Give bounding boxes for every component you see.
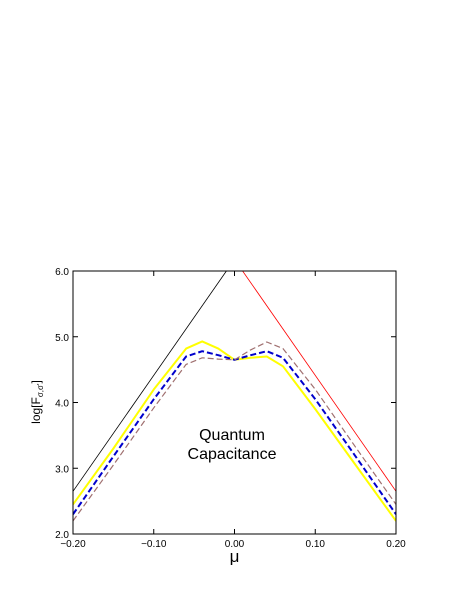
- y-tick-label-4: 6.0: [55, 267, 69, 278]
- labels-layer: μ log[Fσ,σ'] Quantum Capacitance: [29, 380, 277, 566]
- y-axis-label-close: ]: [29, 380, 43, 383]
- x-tick-label-2: 0.00: [225, 539, 245, 550]
- y-axis-label: log[Fσ,σ']: [29, 380, 45, 424]
- y-axis-label-main: log[F: [29, 397, 43, 424]
- series-line-3: [73, 350, 396, 515]
- x-tick-label-4: 0.20: [386, 539, 406, 550]
- series-line-0: [73, 271, 227, 492]
- y-axis-label-sub: σ,σ': [36, 383, 45, 397]
- ticks-layer: −0.20 −0.10 0.00 0.10 0.20 2.0 3.0 4.0 5.0 6.0: [55, 267, 406, 550]
- x-tick-label-1: −0.10: [141, 539, 167, 550]
- x-axis-label: μ: [230, 547, 240, 566]
- y-tick-label-1: 3.0: [55, 464, 69, 475]
- series-line-1: [242, 271, 396, 492]
- x-tick-label-0: −0.20: [60, 539, 86, 550]
- plot-frame: [72, 270, 397, 535]
- y-tick-label-0: 2.0: [55, 530, 69, 541]
- y-tick-label-3: 5.0: [55, 333, 69, 344]
- annotation-capacitance: Capacitance: [188, 446, 277, 463]
- y-tick-label-2: 4.0: [55, 399, 69, 410]
- series-line-4: [73, 341, 396, 522]
- x-tick-label-3: 0.10: [306, 539, 326, 550]
- series-layer: [73, 271, 396, 522]
- annotation-quantum: Quantum: [199, 427, 265, 444]
